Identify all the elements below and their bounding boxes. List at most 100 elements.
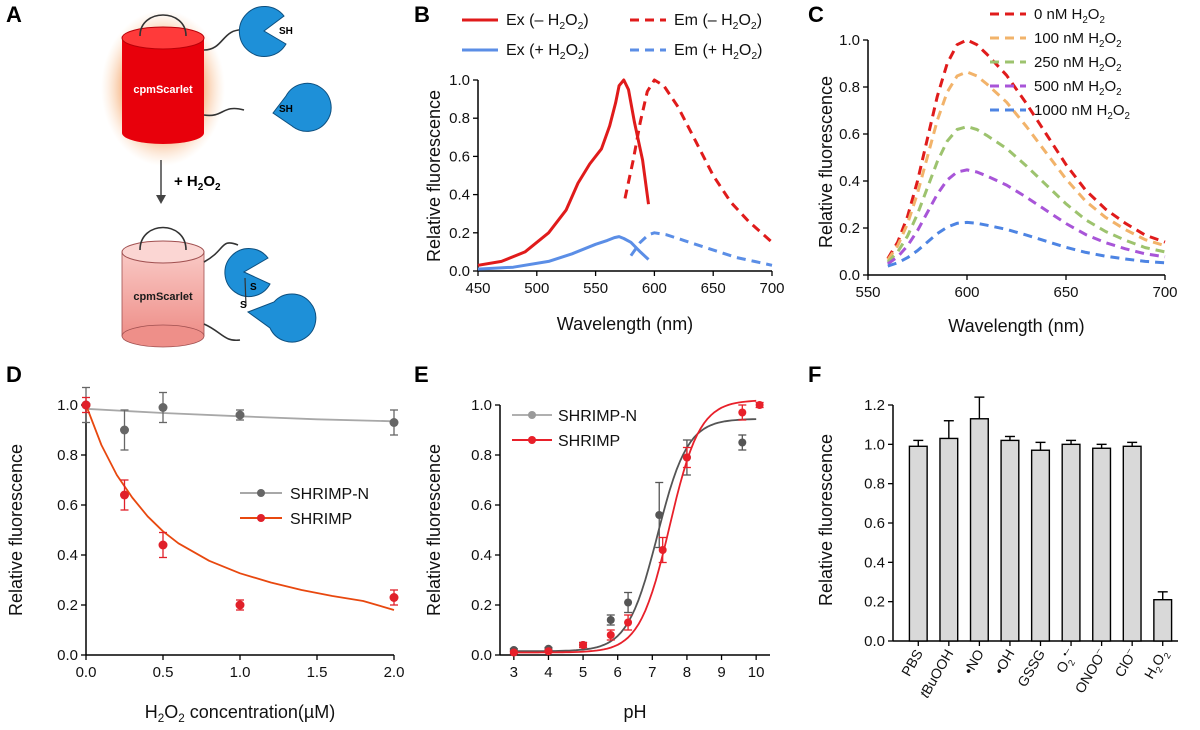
- legend-label: 250 nM H2O2: [1034, 54, 1122, 74]
- y-tick-label: 0.8: [839, 79, 860, 96]
- y-tick-label: 0.4: [449, 187, 470, 204]
- y-tick-label: 1.2: [864, 397, 885, 414]
- y-tick-label: 0.6: [471, 497, 492, 514]
- bar: [1092, 447, 1112, 642]
- panel-letter-f: F: [808, 362, 821, 387]
- y-axis-title: Relative fluorescence: [6, 444, 26, 616]
- chart-panel-b: 0.0 0.2 0.4 0.6 0.8 1.0 450 500 550 600 650 700 Wave…: [424, 12, 785, 334]
- x-tick-label: 0.5: [153, 664, 174, 681]
- x-tick-label: 1.0: [230, 664, 251, 681]
- category-label: GSSG: [1014, 647, 1048, 690]
- series-line-3: [629, 231, 773, 267]
- reduced-barrel: [121, 14, 205, 144]
- bar: [1061, 443, 1081, 642]
- sensor-domain-1: [238, 6, 287, 57]
- x-tick-label: 3: [510, 664, 518, 681]
- panel-letter-e: E: [414, 362, 429, 387]
- sensor-domain-2: [272, 82, 332, 132]
- y-tick-label: 0.8: [449, 110, 470, 127]
- panel-letter-b: B: [414, 2, 430, 27]
- series-line-4: [887, 220, 1166, 268]
- data-point: [579, 641, 588, 649]
- x-axis-title: pH: [623, 702, 646, 722]
- x-tick-label: 500: [524, 280, 549, 297]
- y-tick-label: 0.4: [864, 554, 885, 571]
- data-point: [81, 400, 91, 410]
- data-point: [235, 410, 245, 420]
- legend-label: Ex (+ H2O2): [506, 42, 589, 62]
- data-point: [509, 648, 518, 657]
- series-line-0: [886, 38, 1166, 260]
- disulfide-label-2: S: [240, 300, 247, 311]
- series-line-0: [477, 78, 650, 267]
- x-tick-label: 700: [759, 280, 784, 297]
- bar: [939, 437, 959, 642]
- disulfide-label-1: S: [250, 282, 257, 293]
- bar: [969, 418, 989, 642]
- chart-panel-e: 0.0 0.2 0.4 0.6 0.8 1.0 3 4 5 6 7 8 9 10 SHRIMP-N SHRIM…: [424, 397, 770, 722]
- x-tick-label: 8: [683, 664, 691, 681]
- y-tick-label: 0.4: [839, 173, 860, 190]
- data-point: [389, 418, 399, 427]
- category-label: •OH: [991, 647, 1018, 677]
- legend-label: 1000 nM H2O2: [1034, 102, 1130, 122]
- legend-marker: [257, 514, 265, 522]
- y-tick-label: 0.0: [839, 267, 860, 284]
- data-point: [655, 511, 664, 519]
- data-point: [738, 408, 747, 417]
- legend-label: SHRIMP: [290, 511, 352, 528]
- fit-curve-1: [513, 399, 757, 654]
- x-tick-label: 10: [748, 664, 765, 681]
- series-line-2: [477, 235, 650, 271]
- series-line-1: [623, 78, 773, 244]
- legend-label: Em (– H2O2): [674, 12, 762, 32]
- y-axis-title: Relative fluorescence: [424, 90, 444, 262]
- x-axis-title: Wavelength (nm): [557, 314, 693, 334]
- y-axis-title: Relative fluorescence: [816, 76, 836, 248]
- y-tick-label: 0.2: [839, 220, 860, 237]
- barrel-label-bottom: cpmScarlet: [133, 291, 193, 303]
- x-tick-label: 5: [579, 664, 587, 681]
- category-label: H2O2: [1141, 647, 1173, 683]
- series-line-2: [886, 125, 1166, 264]
- data-point: [624, 598, 633, 607]
- category-label: O2•–: [1052, 645, 1082, 677]
- x-tick-label: 7: [648, 664, 656, 681]
- fit-curve-0: [513, 418, 757, 653]
- legend-label: 500 nM H2O2: [1034, 78, 1122, 98]
- schematic-panel-a: cpmScarlet SH SH + H2O2 cpmScarlet S S: [101, 6, 332, 348]
- series-line-1: [886, 70, 1166, 261]
- legend-marker: [528, 436, 536, 444]
- x-tick-label: 650: [701, 280, 726, 297]
- thiol-label-2: SH: [279, 104, 293, 115]
- y-tick-label: 1.0: [839, 32, 860, 49]
- x-tick-label: 550: [855, 284, 880, 301]
- x-axis-title: Wavelength (nm): [948, 316, 1084, 336]
- x-tick-label: 2.0: [384, 664, 405, 681]
- y-tick-label: 0.6: [864, 515, 885, 532]
- legend-marker: [528, 411, 536, 419]
- panel-letter-d: D: [6, 362, 22, 387]
- category-label: ONOO–: [1071, 645, 1110, 696]
- y-tick-label: 0.6: [449, 148, 470, 165]
- data-point: [235, 600, 245, 610]
- bar: [908, 445, 928, 642]
- data-point: [755, 401, 764, 409]
- data-point: [544, 647, 553, 656]
- data-point: [158, 403, 168, 412]
- x-tick-label: 600: [642, 280, 667, 297]
- legend-label: Em (+ H2O2): [674, 42, 762, 62]
- legend-label: 100 nM H2O2: [1034, 30, 1122, 50]
- data-point: [389, 593, 399, 602]
- bar: [1122, 445, 1142, 642]
- data-point: [624, 618, 633, 627]
- fit-curve-1: [85, 404, 395, 611]
- y-tick-label: 0.2: [449, 225, 470, 242]
- legend-marker: [257, 489, 265, 497]
- x-tick-label: 0.0: [76, 664, 97, 681]
- y-tick-label: 1.0: [449, 72, 470, 89]
- x-tick-label: 700: [1152, 284, 1177, 301]
- legend-label: SHRIMP-N: [290, 486, 369, 503]
